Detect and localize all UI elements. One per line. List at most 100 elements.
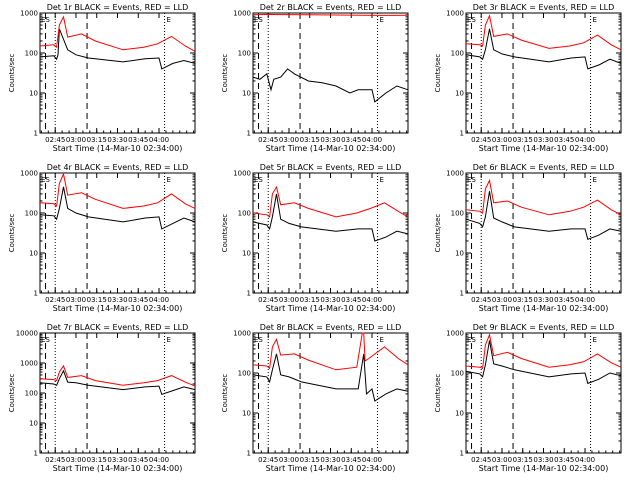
x-tick-label: 03:00 bbox=[492, 456, 512, 464]
y-axis-label: Counts/sec bbox=[434, 214, 442, 253]
panel-det-2: Det 2r BLACK = Events, RED = LLD 1 10 100 10… bbox=[221, 3, 409, 153]
marker-label: E bbox=[380, 336, 384, 344]
plot-frame bbox=[252, 332, 409, 454]
x-tick-label: 03:00 bbox=[66, 136, 86, 144]
x-tick-label: 02:45 bbox=[45, 136, 65, 144]
panel-det-8: Det 8r BLACK = Events, RED = LLD 1 10 100 10… bbox=[221, 323, 409, 473]
y-tick-label: 1000 bbox=[20, 170, 38, 178]
y-tick-label: 1000 bbox=[446, 10, 464, 18]
panel-det-7: Det 7r BLACK = Events, RED = LLD 1 10 100 10… bbox=[8, 323, 196, 473]
y-tick-label: 100 bbox=[238, 370, 251, 378]
x-tick-label: 03:30 bbox=[107, 136, 127, 144]
panel-title: Det 7r BLACK = Events, RED = LLD bbox=[47, 323, 189, 332]
marker-label: E bbox=[593, 16, 597, 24]
x-axis-label: Start Time (14-Mar-10 02:34:00) bbox=[479, 304, 609, 313]
y-tick-label: 100 bbox=[451, 210, 464, 218]
series-line-events bbox=[465, 340, 622, 385]
series-line-events bbox=[252, 193, 409, 242]
x-tick-label: 03:30 bbox=[533, 296, 553, 304]
marker-label: E bbox=[167, 16, 171, 24]
x-tick-label: 02:45 bbox=[258, 456, 278, 464]
x-tick-label: 03:00 bbox=[279, 456, 299, 464]
x-tick-label: 03:45 bbox=[554, 456, 574, 464]
panel-det-4: Det 4r BLACK = Events, RED = LLD 1 10 100 10… bbox=[8, 163, 196, 313]
y-tick-label: 100 bbox=[451, 50, 464, 58]
series-line-events bbox=[465, 191, 622, 240]
panel-det-6: Det 6r BLACK = Events, RED = LLD 1 10 100 10… bbox=[434, 163, 622, 313]
x-tick-label: 04:00 bbox=[362, 456, 382, 464]
marker-label: E bbox=[167, 176, 171, 184]
x-axis-label: Start Time (14-Mar-10 02:34:00) bbox=[53, 304, 183, 313]
y-tick-label: 10 bbox=[455, 250, 464, 258]
x-tick-label: 03:15 bbox=[87, 136, 107, 144]
marker-label: ES bbox=[41, 336, 50, 344]
x-tick-label: 03:30 bbox=[107, 456, 127, 464]
x-tick-label: 04:00 bbox=[149, 136, 169, 144]
panel-title: Det 9r BLACK = Events, RED = LLD bbox=[473, 323, 615, 332]
panel-title: Det 6r BLACK = Events, RED = LLD bbox=[473, 163, 615, 172]
y-tick-label: 1 bbox=[34, 290, 38, 298]
x-tick-label: 03:15 bbox=[87, 456, 107, 464]
x-axis-label: Start Time (14-Mar-10 02:34:00) bbox=[53, 464, 183, 473]
marker-label: ES bbox=[467, 176, 476, 184]
x-tick-label: 02:45 bbox=[45, 296, 65, 304]
panel-det-9: Det 9r BLACK = Events, RED = LLD 1 10 100 10… bbox=[434, 323, 622, 473]
series-line-lld bbox=[252, 185, 409, 218]
panel-title: Det 8r BLACK = Events, RED = LLD bbox=[260, 323, 402, 332]
y-tick-label: 1 bbox=[247, 290, 251, 298]
y-tick-label: 1000 bbox=[446, 330, 464, 338]
x-tick-label: 03:30 bbox=[320, 456, 340, 464]
y-tick-label: 10 bbox=[29, 420, 38, 428]
y-tick-label: 10000 bbox=[16, 330, 38, 338]
x-tick-label: 02:45 bbox=[45, 456, 65, 464]
series-line-lld bbox=[39, 15, 196, 52]
x-tick-label: 03:00 bbox=[66, 296, 86, 304]
x-tick-label: 02:45 bbox=[471, 456, 491, 464]
x-tick-label: 03:15 bbox=[513, 456, 533, 464]
series-line-events bbox=[252, 68, 409, 103]
y-tick-label: 1 bbox=[34, 450, 38, 458]
x-axis-label: Start Time (14-Mar-10 02:34:00) bbox=[266, 304, 396, 313]
plot-frame bbox=[465, 332, 622, 454]
y-tick-label: 1000 bbox=[233, 10, 251, 18]
marker-label: E bbox=[380, 176, 384, 184]
series-line-events bbox=[39, 369, 196, 396]
x-tick-label: 03:15 bbox=[300, 136, 320, 144]
x-tick-label: 03:45 bbox=[128, 296, 148, 304]
y-axis-label: Counts/sec bbox=[434, 374, 442, 413]
plot-frame bbox=[39, 332, 196, 454]
x-tick-label: 03:15 bbox=[300, 456, 320, 464]
series-line-events bbox=[252, 353, 409, 402]
x-tick-label: 03:45 bbox=[554, 296, 574, 304]
y-axis-label: Counts/sec bbox=[221, 214, 229, 253]
panel-det-5: Det 5r BLACK = Events, RED = LLD 1 10 100 10… bbox=[221, 163, 409, 313]
x-tick-label: 03:15 bbox=[300, 296, 320, 304]
y-axis-label: Counts/sec bbox=[434, 54, 442, 93]
y-tick-label: 1 bbox=[247, 450, 251, 458]
series-line-lld bbox=[465, 333, 622, 370]
plot-frame bbox=[465, 172, 622, 294]
x-tick-label: 04:00 bbox=[149, 296, 169, 304]
y-axis-label: Counts/sec bbox=[221, 54, 229, 93]
x-tick-label: 03:30 bbox=[107, 296, 127, 304]
x-tick-label: 03:45 bbox=[554, 136, 574, 144]
panel-title: Det 3r BLACK = Events, RED = LLD bbox=[473, 3, 615, 12]
marker-label: ES bbox=[254, 176, 263, 184]
x-tick-label: 03:30 bbox=[320, 296, 340, 304]
y-tick-label: 1 bbox=[460, 450, 464, 458]
x-tick-label: 03:45 bbox=[128, 136, 148, 144]
panel-det-1: Det 1r BLACK = Events, RED = LLD 1 10 100 10… bbox=[8, 3, 196, 153]
y-tick-label: 1000 bbox=[233, 330, 251, 338]
x-tick-label: 03:30 bbox=[320, 136, 340, 144]
y-axis-label: Counts/sec bbox=[8, 214, 16, 253]
x-tick-label: 04:00 bbox=[362, 296, 382, 304]
y-tick-label: 100 bbox=[238, 50, 251, 58]
x-tick-label: 04:00 bbox=[575, 296, 595, 304]
x-tick-label: 03:30 bbox=[533, 136, 553, 144]
panel-title: Det 1r BLACK = Events, RED = LLD bbox=[47, 3, 189, 12]
plot-frame bbox=[252, 12, 409, 134]
y-tick-label: 1 bbox=[460, 290, 464, 298]
y-tick-label: 1 bbox=[247, 130, 251, 138]
panel-title: Det 4r BLACK = Events, RED = LLD bbox=[47, 163, 189, 172]
x-tick-label: 03:30 bbox=[533, 456, 553, 464]
